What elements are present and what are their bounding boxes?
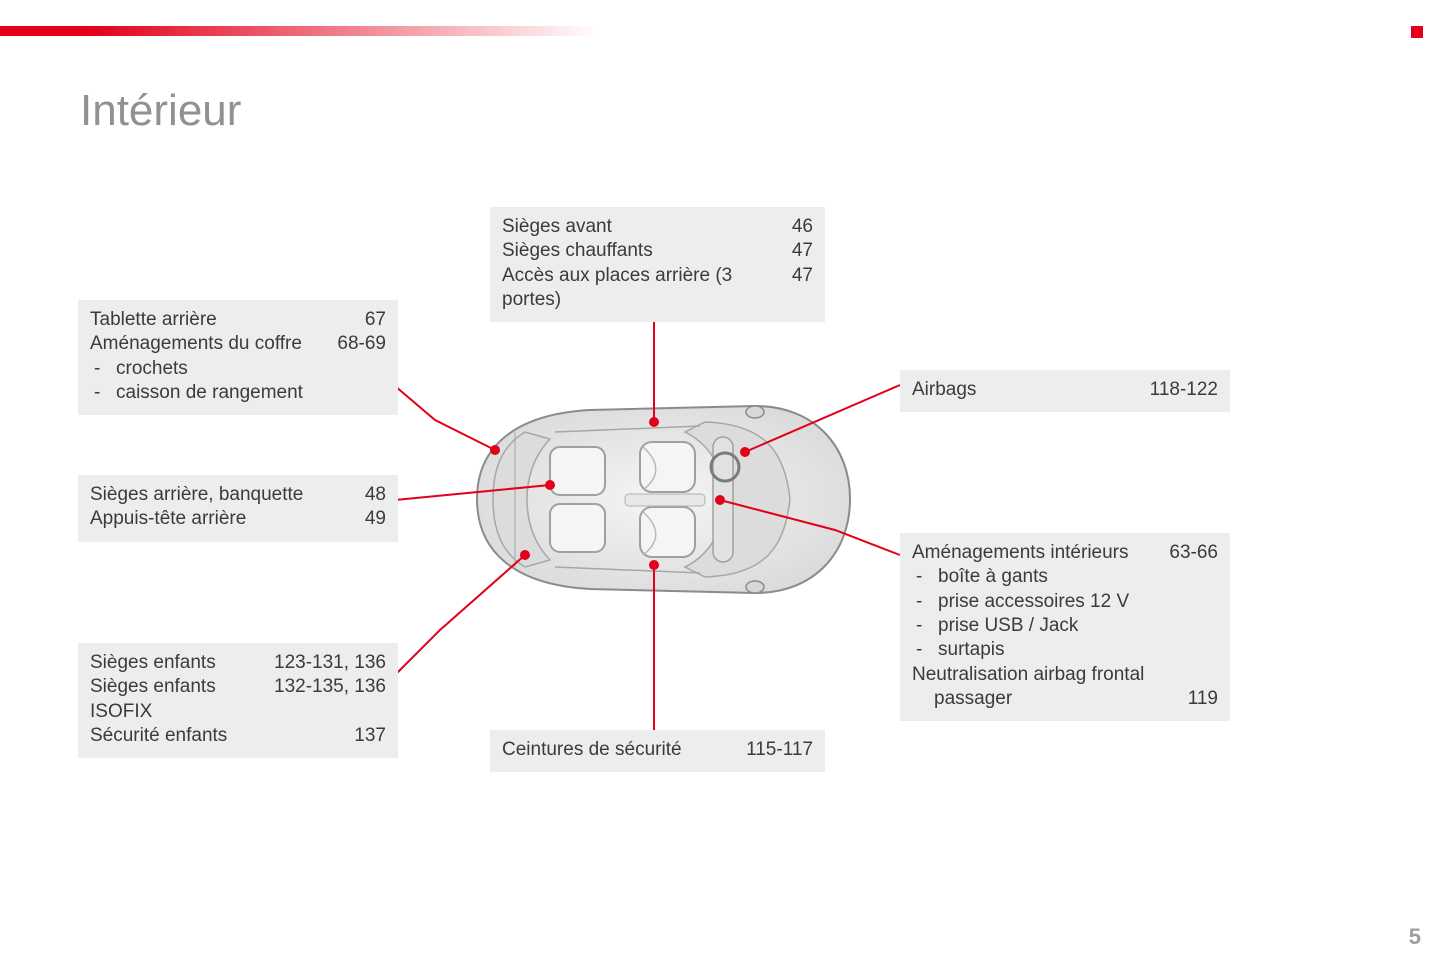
callout-page-ref: 46 xyxy=(792,215,813,239)
callout-child-seats: Sièges enfants123-131, 136Sièges enfants… xyxy=(78,643,398,758)
callout-row: Aménagements du coffre 68-69 xyxy=(90,332,386,356)
callout-label: Ceintures de sécurité xyxy=(502,738,726,762)
callout-row: Sièges avant 46 xyxy=(502,215,813,239)
callout-label: Aménagements du coffre xyxy=(90,332,317,356)
header-accent-bar xyxy=(0,26,600,36)
callout-row: Sièges chauffants 47 xyxy=(502,239,813,263)
callout-sublist-item: crochets xyxy=(94,357,386,381)
callout-label: Sièges enfants xyxy=(90,651,254,675)
callout-row: Tablette arrière 67 xyxy=(90,308,386,332)
callout-row: Neutralisation airbag frontal xyxy=(912,663,1218,687)
callout-sublist: crochetscaisson de rangement xyxy=(90,357,386,406)
callout-label: Sécurité enfants xyxy=(90,724,334,748)
callout-airbags: Airbags 118-122 xyxy=(900,370,1230,412)
callout-page-ref: 63-66 xyxy=(1169,541,1218,565)
callout-page-ref: 123-131, 136 xyxy=(274,651,386,675)
callout-row: Sièges enfants ISOFIX 132-135, 136 xyxy=(90,675,386,724)
callout-interior-fit: Aménagements intérieurs 63-66boîte à gant… xyxy=(900,533,1230,721)
callout-label: Sièges chauffants xyxy=(502,239,772,263)
callout-page-ref: 47 xyxy=(792,239,813,263)
callout-page-ref: 67 xyxy=(365,308,386,332)
callout-page-ref: 49 xyxy=(365,507,386,531)
callout-label: Sièges enfants ISOFIX xyxy=(90,675,254,724)
page-title: Intérieur xyxy=(80,86,241,136)
callout-row: Accès aux places arrière (3 portes) 47 xyxy=(502,264,813,313)
callout-page-ref: 115-117 xyxy=(746,738,813,762)
callout-sublist-item: surtapis xyxy=(916,638,1218,662)
callout-sublist-item: prise accessoires 12 V xyxy=(916,590,1218,614)
callout-label: Tablette arrière xyxy=(90,308,345,332)
callout-label: passager xyxy=(912,687,1168,711)
callout-page-ref: 47 xyxy=(792,264,813,313)
callout-row: Sécurité enfants 137 xyxy=(90,724,386,748)
corner-marker-icon xyxy=(1411,26,1423,38)
callout-row: Airbags 118-122 xyxy=(912,378,1218,402)
callout-sublist-item: prise USB / Jack xyxy=(916,614,1218,638)
callout-row: Aménagements intérieurs 63-66 xyxy=(912,541,1218,565)
callout-page-ref: 137 xyxy=(354,724,386,748)
car-top-view-diagram xyxy=(455,392,860,607)
callout-trunk: Tablette arrière67Aménagements du coffre… xyxy=(78,300,398,415)
callout-row: Sièges arrière, banquette 48 xyxy=(90,483,386,507)
callout-row: Ceintures de sécurité 115-117 xyxy=(502,738,813,762)
callout-seats-front: Sièges avant46Sièges chauffants47Accès a… xyxy=(490,207,825,322)
callout-rear-seats: Sièges arrière, banquette48Appuis-tête a… xyxy=(78,475,398,542)
callout-label: Aménagements intérieurs xyxy=(912,541,1149,565)
callout-row: passager 119 xyxy=(912,687,1218,711)
page-number: 5 xyxy=(1409,924,1421,950)
callout-sublist-item: caisson de rangement xyxy=(94,381,386,405)
callout-page-ref: 132-135, 136 xyxy=(274,675,386,724)
callout-sublist: boîte à gantsprise accessoires 12 Vprise… xyxy=(912,565,1218,662)
callout-row: Appuis-tête arrière 49 xyxy=(90,507,386,531)
callout-belts: Ceintures de sécurité 115-117 xyxy=(490,730,825,772)
callout-label: Neutralisation airbag frontal xyxy=(912,663,1198,687)
callout-sublist-item: boîte à gants xyxy=(916,565,1218,589)
callout-page-ref: 118-122 xyxy=(1150,378,1218,402)
callout-label: Accès aux places arrière (3 portes) xyxy=(502,264,772,313)
callout-page-ref: 119 xyxy=(1188,687,1218,711)
callout-row: Sièges enfants 123-131, 136 xyxy=(90,651,386,675)
callout-label: Appuis-tête arrière xyxy=(90,507,345,531)
callout-page-ref: 68-69 xyxy=(337,332,386,356)
callout-page-ref: 48 xyxy=(365,483,386,507)
callout-label: Airbags xyxy=(912,378,1130,402)
callout-label: Sièges avant xyxy=(502,215,772,239)
callout-label: Sièges arrière, banquette xyxy=(90,483,345,507)
